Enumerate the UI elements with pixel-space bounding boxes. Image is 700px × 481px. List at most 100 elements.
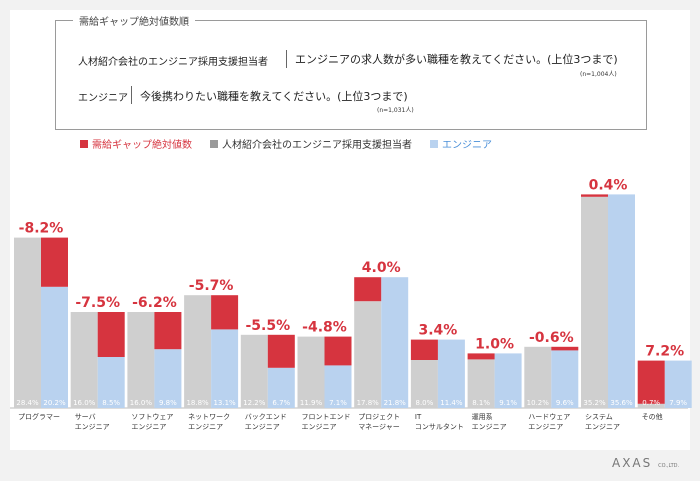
bar-gap <box>581 194 608 197</box>
category-label: 運用系 <box>472 412 493 421</box>
value-label-engineer: 7.1% <box>329 399 347 407</box>
category-label: エンジニア <box>585 423 620 431</box>
bar-gap <box>211 295 239 330</box>
value-label-engineer: 20.2% <box>43 399 66 407</box>
q1-separator <box>286 50 287 68</box>
category-label: フロントエンド <box>302 413 351 421</box>
bar-gap <box>410 339 438 360</box>
legend-item-recruiter: 人材紹介会社のエンジニア採用支援担当者 <box>210 136 412 151</box>
gap-label: -5.7% <box>189 278 234 294</box>
company-logo: AXAS CO.,LTD. <box>612 456 679 470</box>
gap-label: -7.5% <box>75 295 120 311</box>
gap-label: 3.4% <box>418 323 457 339</box>
category-label: ソフトウェア <box>131 413 173 421</box>
bar-gap <box>154 312 182 350</box>
legend-swatch-engineer <box>430 139 438 148</box>
category-label: マネージャー <box>358 423 400 431</box>
bar-engineer <box>551 350 579 408</box>
value-label-recruiter: 18.8% <box>186 399 209 407</box>
gap-label: 1.0% <box>475 336 514 352</box>
legend-swatch-gap <box>80 139 88 148</box>
box-title: 需給ギャップ絶対値数順 <box>73 13 195 28</box>
value-label-recruiter: 11.9% <box>300 399 323 407</box>
value-label-recruiter: 16.0% <box>73 399 96 407</box>
category-label: システム <box>585 413 613 421</box>
bar-recruiter <box>524 346 552 408</box>
bar-recruiter <box>581 196 608 408</box>
bar-recruiter <box>70 312 98 408</box>
bar-recruiter <box>410 360 438 408</box>
bar-gap <box>97 312 125 357</box>
bar-gap <box>467 353 495 360</box>
legend-label-gap: 需給ギャップ絶対値数 <box>92 140 192 151</box>
gap-label: -6.2% <box>132 295 177 311</box>
logo-sub: CO.,LTD. <box>658 463 680 469</box>
category-label: エンジニア <box>245 423 280 431</box>
value-label-recruiter: 0.7% <box>642 399 660 407</box>
bar-recruiter <box>240 334 268 408</box>
value-label-engineer: 6.7% <box>272 399 290 407</box>
value-label-engineer: 35.6% <box>610 399 633 407</box>
value-label-engineer: 13.1% <box>213 399 236 407</box>
bar-engineer <box>437 339 465 408</box>
bar-gap <box>267 334 295 368</box>
bar-engineer <box>154 349 182 408</box>
gap-label: -8.2% <box>19 221 64 237</box>
q1-text: エンジニアの求人数が多い職種を教えてください。(上位3つまで) <box>295 53 618 66</box>
category-label: エンジニア <box>472 423 507 431</box>
bar-engineer <box>211 329 239 408</box>
value-label-recruiter: 10.2% <box>527 399 550 407</box>
bar-recruiter <box>14 237 41 408</box>
q2-label: エンジニア <box>78 93 128 104</box>
legend: 需給ギャップ絶対値数 人材紹介会社のエンジニア採用支援担当者 エンジニア <box>80 136 492 151</box>
value-label-engineer: 7.9% <box>669 399 687 407</box>
bar-recruiter <box>467 359 495 408</box>
value-label-engineer: 11.4% <box>440 399 463 407</box>
value-label-engineer: 9.6% <box>556 399 574 407</box>
bar-engineer <box>664 360 692 408</box>
q2-separator <box>131 86 132 104</box>
value-label-engineer: 9.8% <box>159 399 177 407</box>
value-label-recruiter: 16.0% <box>130 399 153 407</box>
value-label-recruiter: 28.4% <box>16 399 39 407</box>
category-label: サーバ <box>75 413 96 421</box>
value-label-engineer: 9.1% <box>499 399 517 407</box>
legend-item-engineer: エンジニア <box>430 136 492 151</box>
bar-recruiter <box>127 312 155 408</box>
q2-n: (n=1,031人) <box>377 107 414 114</box>
value-label-recruiter: 17.8% <box>357 399 380 407</box>
bar-recruiter <box>637 403 665 408</box>
bar-recruiter <box>184 295 212 408</box>
q2-text: 今後携わりたい職種を教えてください。(上位3つまで) <box>140 90 408 103</box>
bar-engineer <box>267 367 295 408</box>
gap-label: -0.6% <box>529 330 574 346</box>
gap-label: 0.4% <box>589 177 628 193</box>
category-label: プログラマー <box>18 412 60 421</box>
category-label: ネットワーク <box>188 413 230 421</box>
bar-recruiter <box>297 336 325 408</box>
gap-label: -4.8% <box>302 320 347 336</box>
category-label: エンジニア <box>188 423 223 431</box>
bar-gap <box>637 360 665 404</box>
category-label: バックエンド <box>245 413 287 421</box>
question-box <box>55 20 647 130</box>
legend-label-engineer: エンジニア <box>442 140 492 151</box>
bar-recruiter <box>354 301 382 408</box>
category-label: エンジニア <box>302 423 337 431</box>
category-label: エンジニア <box>75 423 110 431</box>
gap-label: 4.0% <box>362 260 401 276</box>
gap-label: 7.2% <box>645 344 684 360</box>
value-label-engineer: 8.5% <box>102 399 120 407</box>
legend-label-recruiter: 人材紹介会社のエンジニア採用支援担当者 <box>222 140 412 151</box>
bar-gap <box>324 336 352 366</box>
q1-n: (n=1,004人) <box>580 71 617 78</box>
logo-text: AXAS <box>612 456 653 470</box>
bar-gap <box>354 277 382 302</box>
category-label: プロジェクト <box>358 413 400 421</box>
category-label: その他 <box>642 412 663 421</box>
category-label: IT <box>415 413 422 421</box>
category-label: エンジニア <box>131 423 166 431</box>
category-label: コンサルタント <box>415 422 464 431</box>
